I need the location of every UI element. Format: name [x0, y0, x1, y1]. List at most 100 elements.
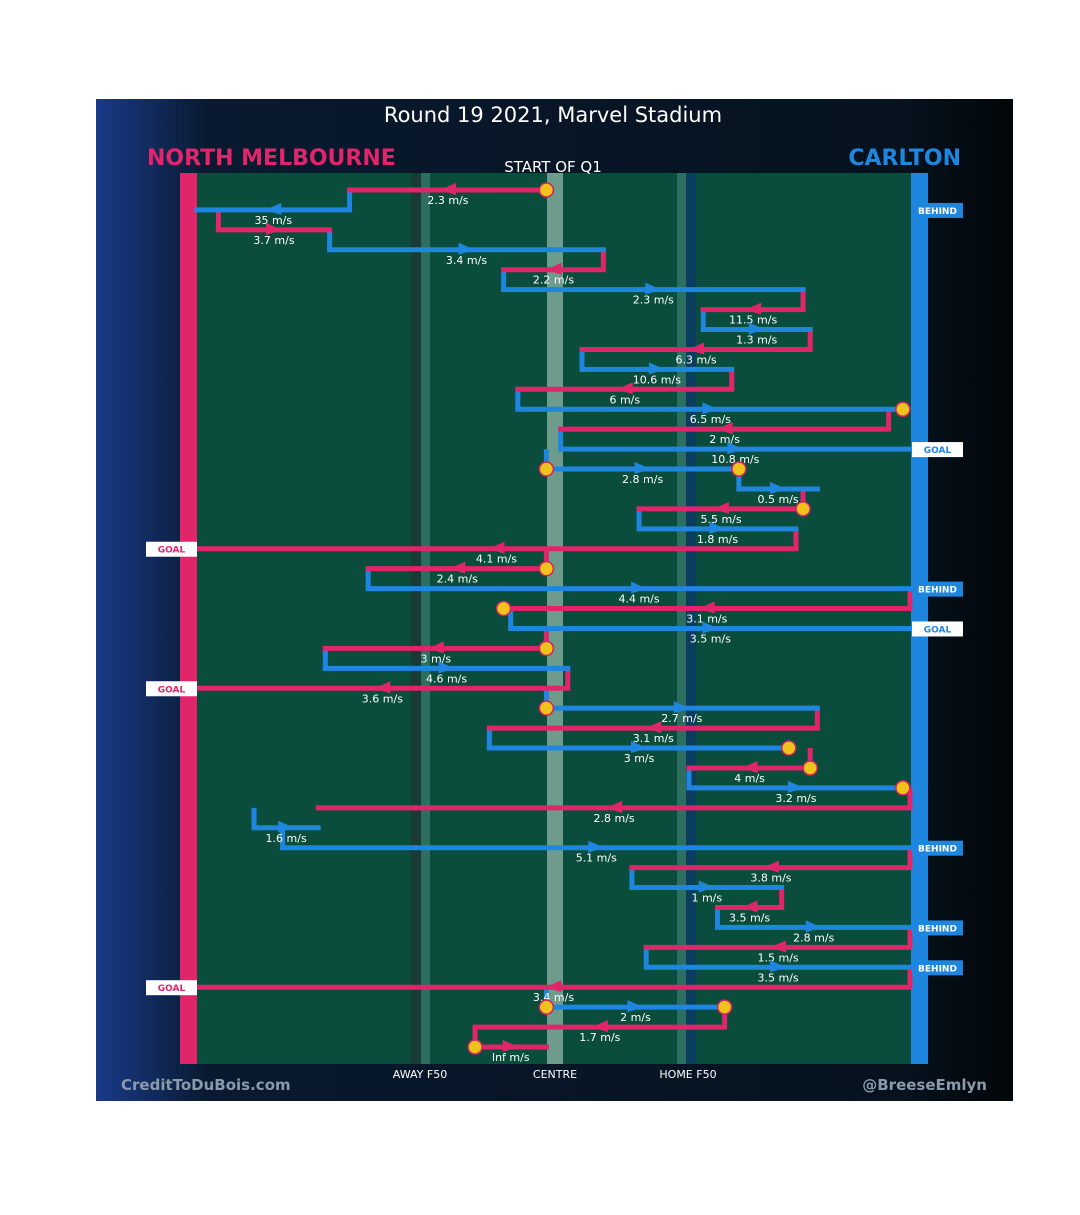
chain-speed-label: 5.1 m/s — [576, 852, 617, 865]
chain-speed-label: 3.6 m/s — [362, 692, 403, 705]
chart-title: Round 19 2021, Marvel Stadium — [384, 103, 722, 127]
away-team-name: NORTH MELBOURNE — [147, 146, 396, 171]
ball-up-marker — [495, 600, 512, 617]
score-result-box — [912, 920, 963, 936]
chain-arrow — [648, 362, 665, 375]
chain-arrow — [616, 382, 633, 395]
footer-credit-left: CreditToDuBois.com — [121, 1076, 291, 1094]
chain-speed-label: 6 m/s — [609, 393, 640, 406]
chain-speed-label: 2.2 m/s — [533, 274, 574, 287]
chain-speed-label: 3.5 m/s — [690, 632, 731, 645]
chain-arrow — [427, 641, 444, 654]
chain-arrow — [741, 760, 758, 773]
chain-speed-label: 3.4 m/s — [446, 254, 487, 267]
chain-arrow — [745, 302, 762, 315]
chain-speed-label: 1.3 m/s — [736, 334, 777, 347]
chain-arrow — [265, 202, 282, 215]
chain-arrow — [748, 322, 765, 335]
chain-speed-label: 11.5 m/s — [729, 314, 777, 327]
home-f50-band-light — [677, 173, 686, 1064]
score-result-box — [912, 960, 963, 976]
ball-up-marker — [716, 999, 733, 1015]
score-result-box — [912, 621, 963, 637]
chain-arrow — [713, 501, 730, 514]
home-team-name: CARLTON — [848, 146, 961, 171]
chain-speed-label: 35 m/s — [254, 214, 292, 227]
ball-up-marker — [802, 760, 818, 776]
ball-up-marker — [538, 999, 555, 1015]
chain-arrow — [698, 880, 715, 893]
chain-arrow — [606, 800, 623, 813]
chain-speed-label: 2.8 m/s — [594, 812, 635, 825]
chain-speed-label: 3.1 m/s — [633, 732, 674, 745]
ball-up-marker — [895, 780, 911, 796]
chain-speed-label: 6.5 m/s — [690, 413, 731, 426]
chain-arrow — [688, 342, 705, 355]
chain-arrow — [698, 601, 715, 614]
chain-speed-label: 3.5 m/s — [729, 911, 770, 924]
chain-arrow — [770, 481, 787, 494]
chain-speed-label: 3 m/s — [624, 752, 655, 765]
score-result-label: GOAL — [158, 685, 186, 695]
chain-speed-label: 4 m/s — [734, 772, 765, 785]
chain-speed-label: 10.8 m/s — [711, 453, 759, 466]
chain-arrow — [762, 860, 779, 873]
chain-arrow — [770, 940, 787, 953]
ball-up-marker — [731, 461, 747, 477]
chain-speed-label: 4.6 m/s — [426, 672, 467, 685]
ball-up-marker — [467, 1039, 483, 1055]
chain-speed-label: 3.5 m/s — [758, 971, 799, 984]
away-goal-post — [180, 173, 197, 1064]
ball-up-marker — [795, 501, 811, 517]
score-result-label: BEHIND — [918, 964, 957, 974]
axis-label-centre: CENTRE — [533, 1068, 577, 1081]
chain-arrow — [439, 183, 456, 195]
score-result-box — [912, 840, 963, 856]
score-result-box — [146, 681, 197, 697]
chain-speed-label: 1 m/s — [691, 892, 722, 905]
chain-speed-label: 2.8 m/s — [793, 931, 834, 944]
chain-speed-label: 2.7 m/s — [661, 712, 702, 725]
chain-arrow — [741, 900, 758, 913]
chain-speed-label: 0.5 m/s — [758, 493, 799, 506]
score-result-box — [912, 442, 963, 458]
chain-arrow — [770, 960, 787, 973]
chain-speed-label: 1.7 m/s — [579, 1031, 620, 1044]
chain-speed-label: 2.3 m/s — [633, 294, 674, 307]
chain-speed-label: 2 m/s — [620, 1011, 651, 1024]
chain-arrow — [645, 282, 662, 295]
chain-arrow — [374, 681, 391, 694]
chain-arrow — [634, 462, 651, 475]
score-result-label: BEHIND — [918, 924, 957, 934]
score-result-label: GOAL — [924, 446, 952, 456]
chain-speed-label: 3 m/s — [421, 652, 452, 665]
chain-speed-label: 4.1 m/s — [476, 553, 517, 566]
chain-speed-label: 2.8 m/s — [622, 473, 663, 486]
chain-speed-label: 5.5 m/s — [700, 513, 741, 526]
score-result-box — [146, 980, 197, 996]
chain-arrow — [591, 1020, 608, 1033]
chain-arrow — [631, 741, 648, 754]
ball-up-marker — [895, 401, 911, 417]
chain-speed-label: 3.7 m/s — [253, 234, 294, 247]
chain-speed-label: Inf m/s — [492, 1051, 530, 1064]
chain-arrow — [458, 242, 475, 255]
score-result-box — [146, 541, 197, 557]
chain-arrow — [588, 840, 605, 853]
score-result-label: BEHIND — [918, 586, 957, 596]
score-result-label: GOAL — [158, 546, 186, 556]
chain-arrow — [702, 621, 719, 634]
chain-speed-label: 1.5 m/s — [758, 951, 799, 964]
axis-label-away-f50: AWAY F50 — [393, 1068, 447, 1081]
axis-label-home-f50: HOME F50 — [659, 1068, 716, 1081]
home-f50-band — [686, 173, 696, 1064]
ball-up-marker — [538, 461, 555, 477]
score-result-label: BEHIND — [918, 845, 957, 855]
chain-speed-label: 3.4 m/s — [533, 991, 574, 1004]
chain-speed-label: 4.4 m/s — [618, 593, 659, 606]
chain-speed-label: 1.8 m/s — [697, 533, 738, 546]
chain-speed-label: 10.6 m/s — [633, 373, 681, 386]
chain-speed-label: 6.3 m/s — [676, 353, 717, 366]
chain-arrow — [449, 561, 466, 574]
